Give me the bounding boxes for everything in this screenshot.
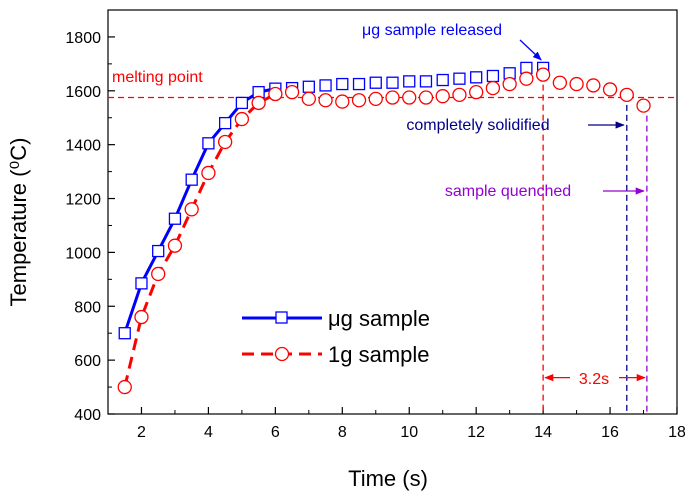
data-point-1g bbox=[134, 309, 149, 325]
x-tick-label: 12 bbox=[467, 424, 485, 441]
data-point-ug bbox=[218, 116, 232, 130]
x-tick-label: 6 bbox=[271, 424, 280, 441]
data-point-ug bbox=[202, 137, 215, 150]
legend-label-ug: μg sample bbox=[328, 306, 430, 331]
annotation-interval: 3.2s bbox=[579, 371, 609, 388]
x-tick-label: 4 bbox=[204, 424, 213, 441]
data-point-1g bbox=[485, 80, 501, 96]
x-tick-label: 8 bbox=[338, 424, 347, 441]
series-line-ug bbox=[123, 87, 276, 334]
data-point-ug bbox=[453, 72, 466, 85]
melting-point-label: melting point bbox=[112, 69, 203, 86]
data-point-1g bbox=[368, 91, 383, 107]
data-point-1g bbox=[402, 90, 417, 105]
data-point-1g bbox=[535, 67, 551, 82]
annotation-quenched: sample quenched bbox=[445, 183, 571, 200]
data-point-1g bbox=[351, 93, 367, 108]
data-point-ug bbox=[436, 73, 449, 87]
plot-frame bbox=[107, 9, 678, 415]
legend: μg sample 1g sample bbox=[242, 306, 430, 367]
data-point-1g bbox=[151, 266, 166, 282]
data-point-ug bbox=[168, 212, 182, 225]
data-point-ug bbox=[135, 277, 148, 290]
data-point-1g bbox=[268, 86, 283, 102]
y-tick-label: 1800 bbox=[65, 30, 101, 47]
y-tick-label: 800 bbox=[74, 299, 101, 316]
y-tick-label: 1000 bbox=[65, 245, 101, 262]
series-line-1g bbox=[123, 92, 277, 388]
x-tick-label: 14 bbox=[534, 424, 552, 441]
y-tick-label: 1400 bbox=[65, 138, 101, 155]
y-tick-label: 400 bbox=[74, 407, 101, 424]
x-tick-label: 2 bbox=[137, 424, 146, 441]
y-tick-label: 1600 bbox=[65, 84, 101, 101]
data-point-1g bbox=[569, 76, 584, 92]
x-axis-title: Time (s) bbox=[348, 466, 428, 491]
data-point-1g bbox=[167, 238, 183, 253]
data-point-1g bbox=[284, 84, 300, 100]
data-point-1g bbox=[418, 90, 434, 105]
y-axis-title: Temperature (⁰C) bbox=[6, 138, 31, 307]
x-tick-label: 16 bbox=[601, 424, 619, 441]
data-point-1g bbox=[586, 78, 601, 93]
data-point-ug bbox=[386, 76, 399, 89]
data-point-1g bbox=[435, 89, 450, 104]
arrow-released bbox=[519, 39, 542, 61]
data-point-1g bbox=[519, 71, 534, 86]
data-point-ug bbox=[118, 327, 131, 340]
data-point-ug bbox=[235, 96, 249, 110]
data-point-ug bbox=[403, 75, 416, 88]
data-point-1g bbox=[117, 379, 132, 395]
legend-marker-ug bbox=[275, 311, 288, 324]
data-point-ug bbox=[419, 75, 433, 88]
data-point-1g bbox=[217, 134, 233, 150]
data-point-1g bbox=[385, 90, 400, 105]
legend-marker-1g bbox=[274, 346, 290, 362]
data-point-1g bbox=[619, 87, 634, 102]
data-point-ug bbox=[319, 79, 332, 92]
data-point-1g bbox=[318, 93, 333, 108]
x-tick-label: 10 bbox=[400, 424, 418, 441]
data-point-ug bbox=[470, 71, 483, 84]
data-point-ug bbox=[302, 80, 315, 93]
data-point-1g bbox=[234, 111, 250, 127]
data-point-1g bbox=[301, 91, 316, 107]
data-point-ug bbox=[152, 244, 165, 258]
data-point-1g bbox=[469, 84, 484, 100]
data-point-1g bbox=[201, 165, 216, 181]
annotation-released: μg sample released bbox=[362, 22, 502, 39]
data-point-1g bbox=[335, 94, 350, 109]
data-point-ug bbox=[185, 173, 198, 186]
y-tick-label: 1200 bbox=[65, 192, 101, 209]
data-point-1g bbox=[251, 95, 266, 111]
data-point-1g bbox=[184, 202, 199, 217]
data-point-1g bbox=[452, 87, 467, 102]
data-point-ug bbox=[352, 77, 366, 91]
data-point-1g bbox=[602, 82, 618, 97]
x-tick-label: 18 bbox=[668, 424, 685, 441]
data-point-ug bbox=[486, 69, 500, 83]
legend-label-1g: 1g sample bbox=[328, 342, 430, 367]
y-tick-label: 600 bbox=[74, 353, 101, 370]
data-point-1g bbox=[552, 75, 568, 90]
data-point-ug bbox=[369, 76, 382, 89]
data-point-1g bbox=[502, 76, 517, 92]
data-point-1g bbox=[636, 98, 651, 113]
data-point-ug bbox=[336, 77, 349, 91]
annotation-solidified: completely solidified bbox=[406, 117, 549, 134]
